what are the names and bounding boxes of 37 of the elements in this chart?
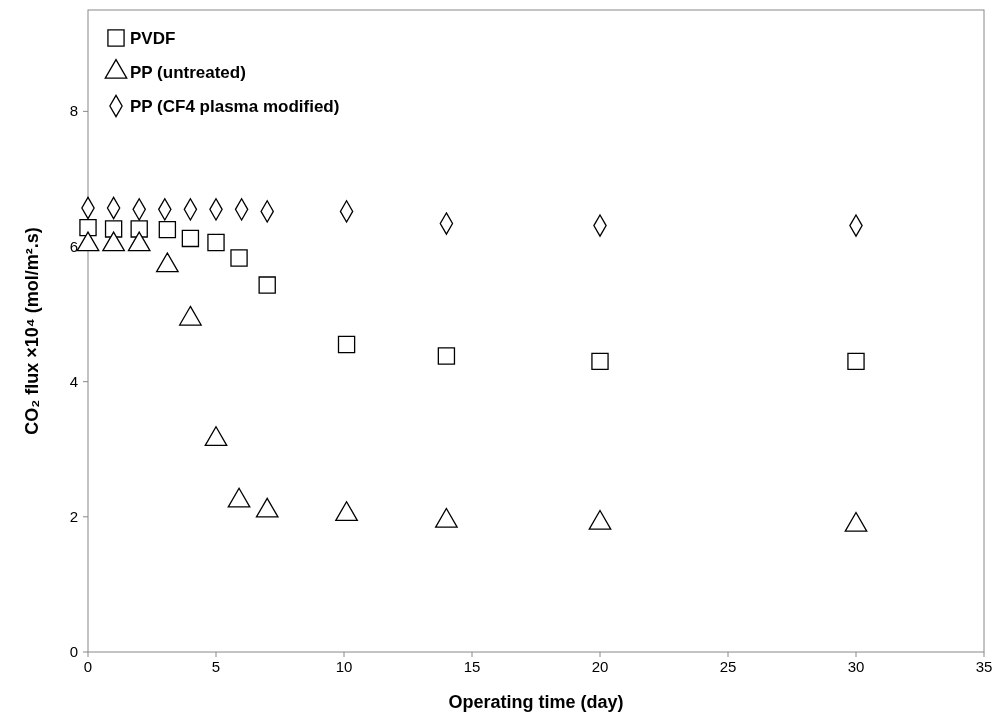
point (435, 507, 458, 528)
x-tick-label: 0 (83, 658, 93, 675)
point (588, 509, 612, 530)
point (258, 276, 276, 294)
point (844, 511, 868, 532)
point (158, 220, 177, 239)
y-tick-label: 6 (69, 237, 78, 255)
legend-label: PP (CF4 plasma modified) (130, 97, 340, 116)
point (79, 218, 97, 237)
y-tick-label: 4 (69, 372, 78, 390)
point (847, 352, 865, 371)
y-tick-label: 0 (69, 643, 78, 660)
point (591, 352, 609, 371)
point (255, 497, 279, 518)
legend-label: PVDF (130, 29, 176, 48)
x-tick-label: 15 (463, 658, 481, 675)
x-tick-label: 20 (591, 658, 609, 675)
point (130, 220, 148, 238)
point (227, 487, 251, 508)
point (437, 347, 456, 365)
point (104, 220, 123, 238)
y-tick-label: 8 (69, 102, 78, 120)
x-tick-label: 10 (335, 658, 353, 675)
x-tick-label: 25 (719, 658, 737, 675)
point (230, 249, 248, 267)
x-tick-label: 35 (975, 658, 993, 675)
point (207, 233, 225, 252)
x-tick-label: 5 (211, 658, 221, 675)
x-tick-label: 30 (847, 658, 865, 675)
y-axis-title: CO₂ flux ×10⁴ (mol/m².s) (22, 227, 42, 435)
point (204, 426, 228, 446)
point (335, 501, 358, 521)
y-tick-label: 2 (69, 507, 78, 525)
legend-label: PP (untreated) (130, 63, 246, 82)
point (337, 335, 356, 354)
x-axis-title: Operating time (day) (448, 692, 624, 712)
point (181, 229, 200, 248)
